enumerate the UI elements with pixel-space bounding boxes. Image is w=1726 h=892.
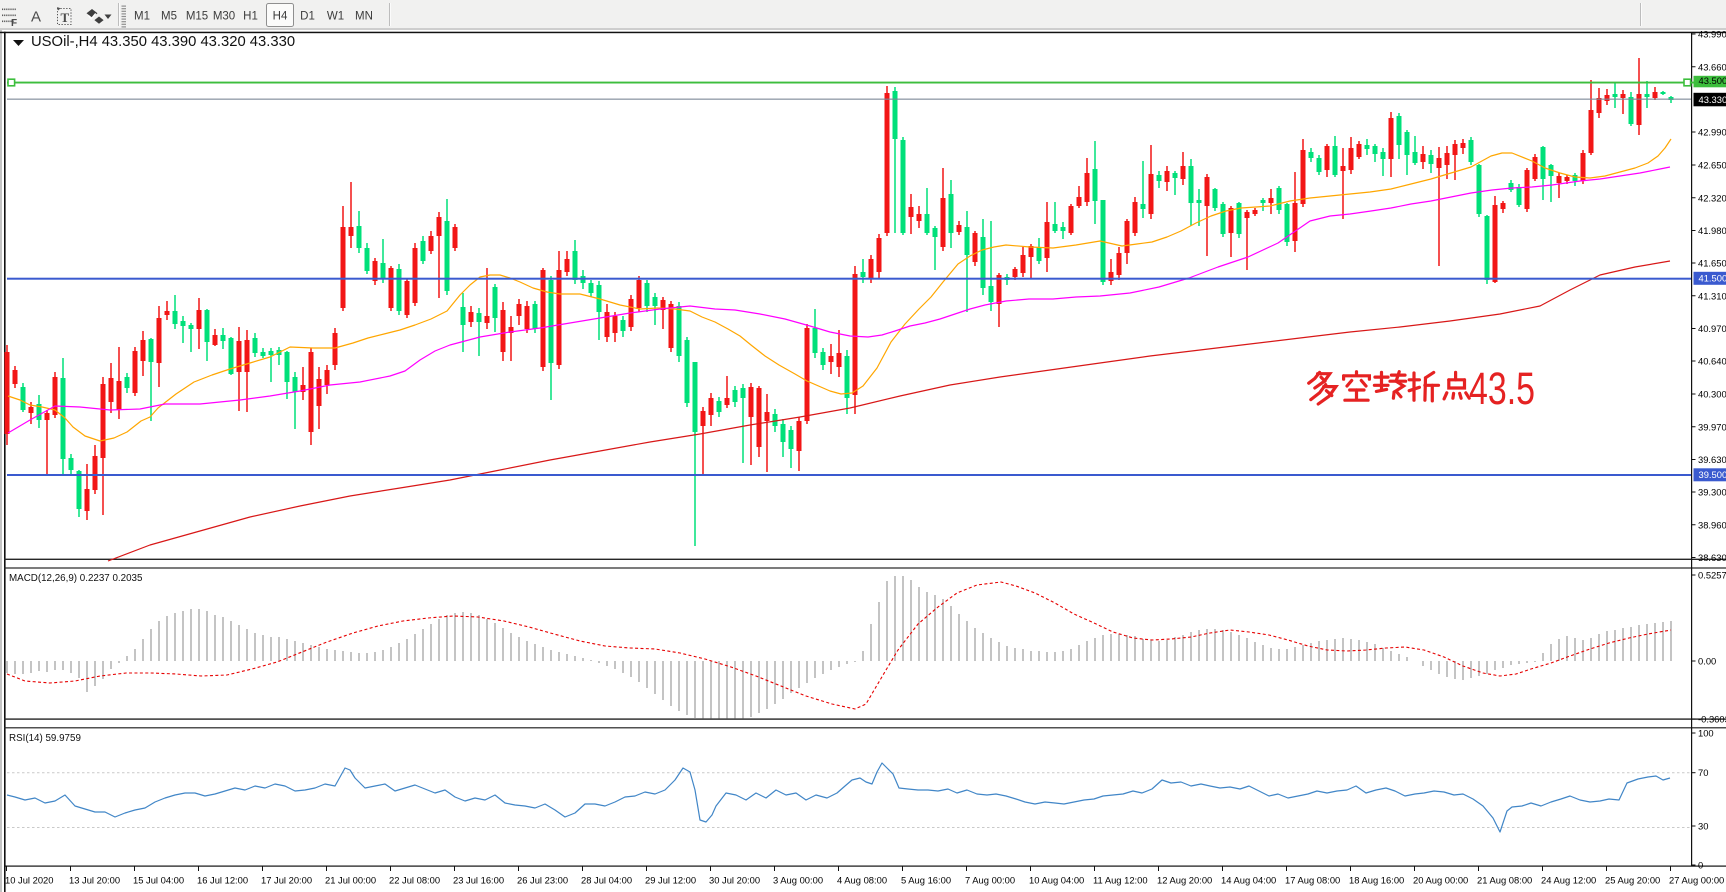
svg-text:39.630: 39.630	[1698, 454, 1726, 465]
svg-text:30: 30	[1698, 821, 1708, 832]
svg-text:16 Jul 12:00: 16 Jul 12:00	[197, 875, 248, 886]
svg-text:41.650: 41.650	[1698, 258, 1726, 269]
svg-text:0: 0	[1698, 860, 1703, 871]
svg-text:40.970: 40.970	[1698, 323, 1726, 334]
svg-text:M30: M30	[213, 11, 235, 23]
svg-text:42.320: 42.320	[1698, 192, 1726, 203]
svg-text:12 Aug 20:00: 12 Aug 20:00	[1157, 875, 1212, 886]
svg-text:MACD(12,26,9) 0.2237 0.2035: MACD(12,26,9) 0.2237 0.2035	[9, 573, 143, 584]
svg-text:-0.3603: -0.3603	[1698, 714, 1726, 725]
svg-text:39.300: 39.300	[1698, 487, 1726, 498]
svg-text:27 Aug 00:00: 27 Aug 00:00	[1669, 875, 1724, 886]
svg-text:0.00: 0.00	[1698, 656, 1716, 667]
svg-text:43.990: 43.990	[1698, 29, 1726, 40]
svg-text:10 Aug 04:00: 10 Aug 04:00	[1029, 875, 1084, 886]
svg-text:MN: MN	[355, 11, 373, 23]
svg-text:W1: W1	[327, 11, 344, 23]
svg-text:7 Aug 00:00: 7 Aug 00:00	[965, 875, 1015, 886]
svg-text:14 Aug 04:00: 14 Aug 04:00	[1221, 875, 1276, 886]
svg-text:4 Aug 08:00: 4 Aug 08:00	[837, 875, 887, 886]
svg-text:29 Jul 12:00: 29 Jul 12:00	[645, 875, 696, 886]
svg-text:25 Aug 20:00: 25 Aug 20:00	[1605, 875, 1660, 886]
svg-text:17 Jul 20:00: 17 Jul 20:00	[261, 875, 312, 886]
svg-text:A: A	[31, 9, 41, 26]
svg-text:38.960: 38.960	[1698, 519, 1726, 530]
svg-text:23 Jul 16:00: 23 Jul 16:00	[453, 875, 504, 886]
svg-text:F: F	[11, 18, 17, 29]
svg-text:H4: H4	[273, 11, 288, 23]
svg-text:41.500: 41.500	[1699, 273, 1726, 284]
svg-text:M15: M15	[186, 11, 208, 23]
svg-text:41.980: 41.980	[1698, 225, 1726, 236]
svg-text:21 Aug 08:00: 21 Aug 08:00	[1477, 875, 1532, 886]
svg-text:10 Jul 2020: 10 Jul 2020	[5, 875, 53, 886]
svg-text:21 Jul 00:00: 21 Jul 00:00	[325, 875, 376, 886]
svg-text:100: 100	[1698, 728, 1714, 739]
svg-text:41.310: 41.310	[1698, 290, 1726, 301]
svg-text:20 Aug 00:00: 20 Aug 00:00	[1413, 875, 1468, 886]
svg-text:26 Jul 23:00: 26 Jul 23:00	[517, 875, 568, 886]
svg-text:28 Jul 04:00: 28 Jul 04:00	[581, 875, 632, 886]
svg-text:43.330: 43.330	[1699, 94, 1726, 105]
svg-text:38.630: 38.630	[1698, 552, 1726, 563]
svg-text:39.970: 39.970	[1698, 421, 1726, 432]
svg-text:USOil-,H4 43.350 43.390 43.32: USOil-,H4 43.350 43.390 43.320 43.330	[31, 34, 295, 50]
svg-text:15 Jul 04:00: 15 Jul 04:00	[133, 875, 184, 886]
svg-text:43.500: 43.500	[1699, 75, 1726, 86]
svg-text:30 Jul 20:00: 30 Jul 20:00	[709, 875, 760, 886]
svg-text:43.5: 43.5	[1469, 363, 1535, 414]
svg-text:RSI(14) 59.9759: RSI(14) 59.9759	[9, 733, 81, 744]
svg-text:M5: M5	[161, 11, 177, 23]
svg-text:3 Aug 00:00: 3 Aug 00:00	[773, 875, 823, 886]
svg-text:22 Jul 08:00: 22 Jul 08:00	[389, 875, 440, 886]
svg-text:T: T	[61, 10, 70, 25]
svg-text:24 Aug 12:00: 24 Aug 12:00	[1541, 875, 1596, 886]
svg-text:5 Aug 16:00: 5 Aug 16:00	[901, 875, 951, 886]
svg-text:42.650: 42.650	[1698, 160, 1726, 171]
svg-text:43.660: 43.660	[1698, 61, 1726, 72]
svg-text:D1: D1	[300, 11, 315, 23]
svg-text:13 Jul 20:00: 13 Jul 20:00	[69, 875, 120, 886]
svg-text:M1: M1	[134, 11, 150, 23]
svg-text:H1: H1	[243, 11, 258, 23]
svg-text:18 Aug 16:00: 18 Aug 16:00	[1349, 875, 1404, 886]
svg-text:42.990: 42.990	[1698, 127, 1726, 138]
svg-text:70: 70	[1698, 767, 1708, 778]
svg-text:0.5257: 0.5257	[1698, 570, 1726, 581]
svg-text:40.300: 40.300	[1698, 389, 1726, 400]
svg-text:11 Aug 12:00: 11 Aug 12:00	[1093, 875, 1148, 886]
svg-text:17 Aug 08:00: 17 Aug 08:00	[1285, 875, 1340, 886]
svg-text:40.640: 40.640	[1698, 356, 1726, 367]
svg-text:39.500: 39.500	[1699, 469, 1726, 480]
